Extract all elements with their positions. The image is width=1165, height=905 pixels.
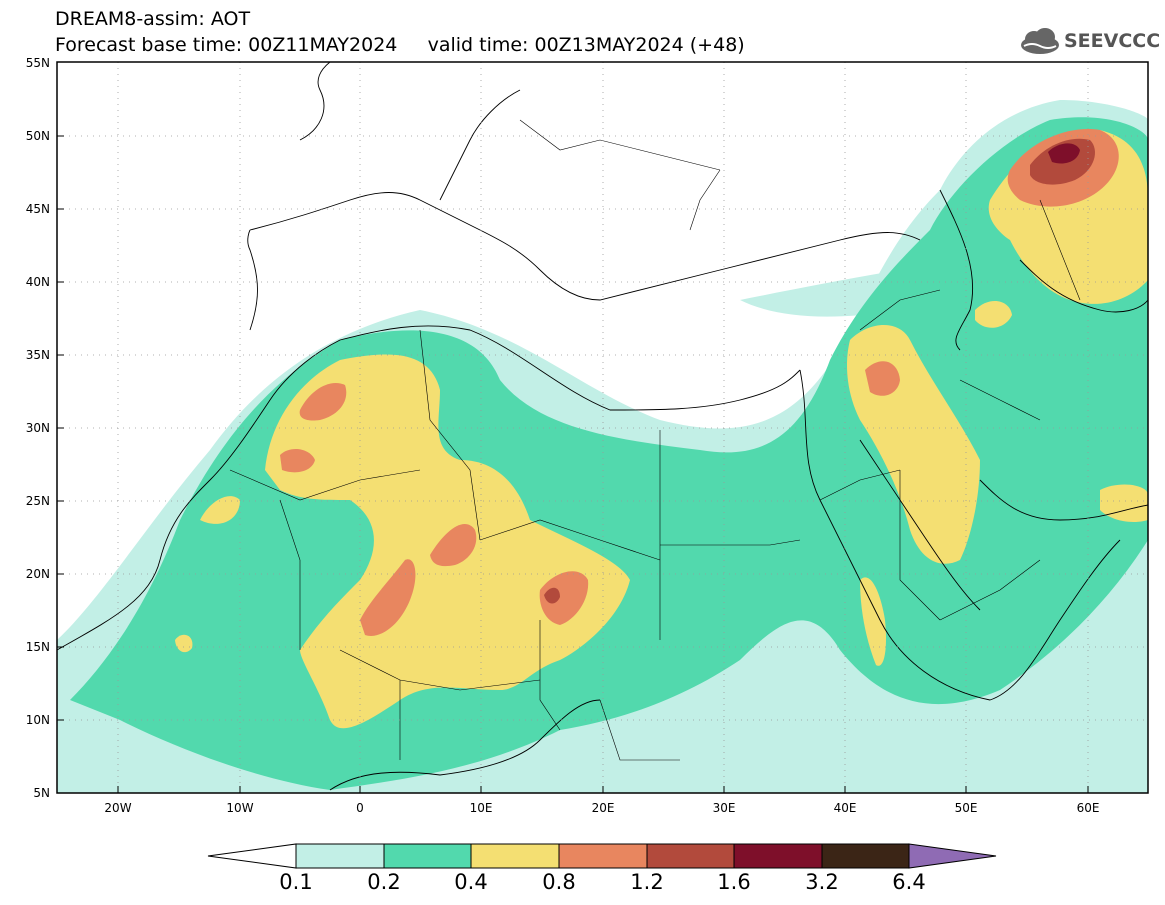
map-title: DREAM8-assim: AOT [55, 8, 251, 30]
lon-tick-label: 30E [713, 801, 736, 815]
logo-text: SEEVCCC [1064, 30, 1161, 52]
colorbar-label: 3.2 [805, 870, 839, 894]
lat-tick-label: 55N [26, 56, 50, 70]
colorbar-swatch [646, 843, 735, 869]
colorbar-label: 0.4 [454, 870, 488, 894]
seevccc-logo: SEEVCCC [1018, 26, 1161, 58]
lat-tick-label: 40N [26, 275, 50, 289]
colorbar-arrow-low [207, 843, 297, 869]
cloud-logo-icon [1021, 28, 1059, 54]
lon-tick-label: 20W [104, 801, 131, 815]
lon-tick-label: 40E [834, 801, 857, 815]
lat-tick-label: 10N [26, 713, 50, 727]
lat-tick-labels: 5N 10N 15N 20N 25N 30N 35N 40N 45N 50N 5… [26, 56, 50, 800]
lon-tick-labels: 20W 10W 0 10E 20E 30E 40E 50E 60E [104, 801, 1099, 815]
colorbar-swatch [733, 843, 823, 869]
lat-tick-label: 35N [26, 348, 50, 362]
lon-tick-label: 0 [356, 801, 364, 815]
coastlines [57, 62, 1148, 791]
country-borders [229, 119, 1081, 761]
colorbar-swatch [470, 843, 560, 869]
colorbar [207, 843, 997, 869]
colorbar-arrow-high [908, 843, 997, 869]
lat-tick-label: 20N [26, 567, 50, 581]
lon-tick-label: 50E [955, 801, 978, 815]
lat-tick-label: 15N [26, 640, 50, 654]
lat-tick-label: 25N [26, 494, 50, 508]
lat-tick-label: 45N [26, 202, 50, 216]
lon-tick-label: 60E [1077, 801, 1100, 815]
colorbar-swatch [558, 843, 648, 869]
lon-tick-label: 10E [470, 801, 493, 815]
lat-tick-label: 30N [26, 421, 50, 435]
lat-tick-label: 5N [33, 786, 50, 800]
colorbar-swatch [821, 843, 910, 869]
lon-tick-label: 10W [226, 801, 253, 815]
aot-shading [57, 100, 1148, 793]
colorbar-label: 0.1 [279, 870, 313, 894]
lat-tick-label: 50N [26, 129, 50, 143]
colorbar-label: 0.8 [542, 870, 576, 894]
tick-marks [57, 135, 1089, 793]
colorbar-label: 6.4 [892, 870, 926, 894]
lon-tick-label: 20E [592, 801, 615, 815]
colorbar-swatch [383, 843, 472, 869]
colorbar-label: 1.6 [717, 870, 751, 894]
colorbar-label: 1.2 [630, 870, 664, 894]
colorbar-label: 0.2 [367, 870, 401, 894]
forecast-times: Forecast base time: 00Z11MAY2024 valid t… [55, 34, 745, 56]
colorbar-swatch [295, 843, 385, 869]
